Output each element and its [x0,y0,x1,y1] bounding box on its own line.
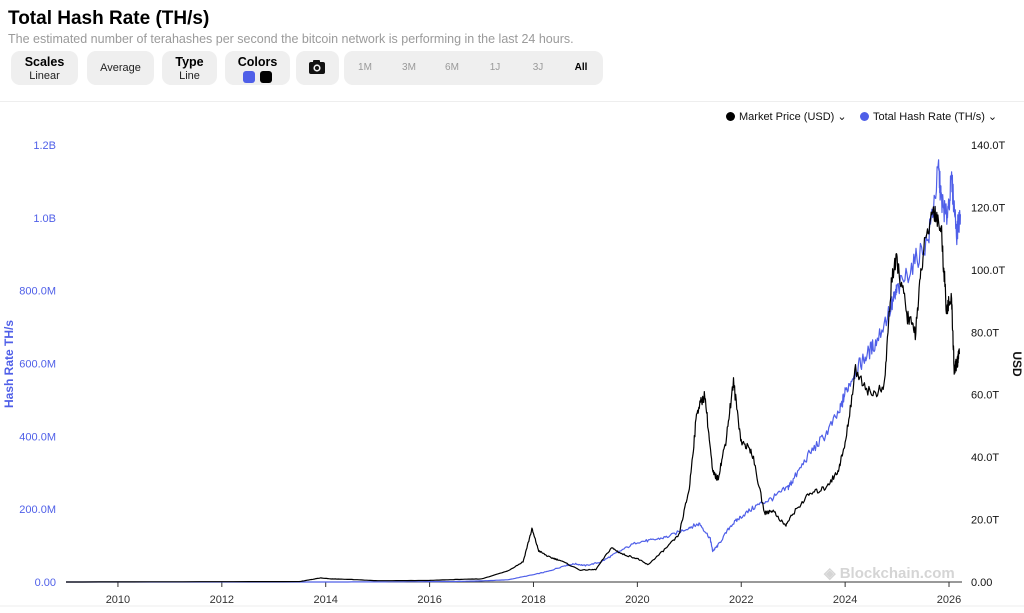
type-title: Type [175,55,204,69]
hash-rate-line [66,159,961,583]
header-divider [0,101,1024,102]
left-tick-label: 800.0M [19,286,56,298]
blockchain-watermark: ◈ Blockchain.com [824,564,955,582]
hash-color-swatch[interactable] [242,71,255,83]
range-3j[interactable]: 3J [532,62,544,73]
right-tick-label: 0.00 [971,577,992,589]
type-button[interactable]: Type Line [162,51,217,85]
colors-button[interactable]: Colors [225,51,290,85]
left-tick-label: 600.0M [19,359,56,371]
scales-button[interactable]: Scales Linear [11,51,78,85]
legend-price-label: Market Price (USD) [739,111,835,123]
colors-title: Colors [237,55,278,69]
right-tick-label: 40.0T [971,452,999,464]
time-range-selector: 1M 3M 6M 1J 3J All [344,51,603,85]
blockchain-logo-icon: ◈ [824,565,840,582]
left-tick-label: 200.0M [19,504,56,516]
right-tick-label: 100.0T [971,265,1006,277]
range-1m[interactable]: 1M [358,62,372,73]
left-tick-label: 1.2B [33,140,56,152]
x-tick-label: 2016 [417,594,441,606]
scales-title: Scales [24,55,65,69]
legend-hash-rate[interactable]: Total Hash Rate (TH/s) ⌄ [860,110,997,123]
right-tick-label: 20.0T [971,515,999,527]
range-6m[interactable]: 6M [445,62,459,73]
x-tick-label: 2010 [106,594,130,606]
x-tick-label: 2012 [210,594,234,606]
right-tick-label: 80.0T [971,327,999,339]
right-tick-label: 60.0T [971,390,999,402]
scales-value: Linear [29,70,60,82]
right-tick-label: 140.0T [971,140,1006,152]
left-axis-title: Hash Rate TH/s [2,320,16,408]
legend-price-dot [726,112,735,121]
x-tick-label: 2018 [521,594,545,606]
watermark-text: Blockchain.com [839,565,955,582]
range-3m[interactable]: 3M [402,62,416,73]
right-tick-label: 120.0T [971,202,1006,214]
range-1j[interactable]: 1J [489,62,501,73]
price-color-swatch[interactable] [260,71,273,83]
x-tick-label: 2014 [313,594,337,606]
x-tick-label: 2020 [625,594,649,606]
legend-hash-label: Total Hash Rate (TH/s) [873,111,985,123]
chevron-down-icon: ⌄ [834,111,847,123]
left-tick-label: 1.0B [33,213,56,225]
chevron-down-icon: ⌄ [984,111,998,123]
market-price-line [66,205,960,583]
average-label: Average [100,62,141,74]
legend-hash-dot [860,112,869,121]
type-value: Line [179,70,200,82]
average-button[interactable]: Average [87,51,154,85]
camera-icon [309,60,325,74]
right-axis-title: USD [1010,351,1024,377]
x-tick-label: 2022 [729,594,753,606]
x-tick-label: 2026 [937,594,961,606]
screenshot-button[interactable] [296,51,339,85]
page-title: Total Hash Rate (TH/s) [8,8,210,29]
left-tick-label: 0.00 [35,577,56,589]
left-tick-label: 400.0M [19,431,56,443]
page-subtitle: The estimated number of terahashes per s… [8,32,574,46]
x-tick-label: 2024 [833,594,857,606]
range-all[interactable]: All [574,62,588,73]
legend-market-price[interactable]: Market Price (USD) ⌄ [726,110,847,123]
